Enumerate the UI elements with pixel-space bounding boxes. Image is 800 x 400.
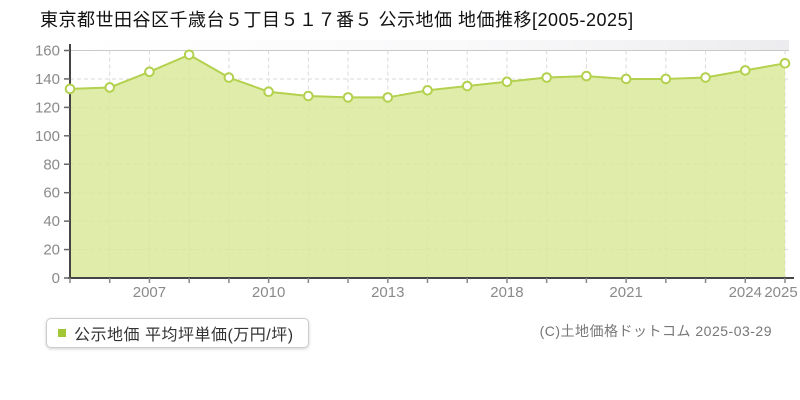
x-tick-label: 2021 — [609, 284, 642, 301]
data-point-marker — [501, 76, 513, 88]
data-point-marker — [779, 57, 791, 69]
copyright-text: (C)土地価格ドットコム 2025-03-29 — [539, 323, 772, 339]
data-point-marker — [64, 83, 76, 95]
data-point-marker — [104, 82, 116, 93]
x-tick-label: 2025 — [764, 284, 797, 301]
data-point-marker — [303, 90, 314, 102]
data-point-marker — [382, 92, 394, 103]
data-point-marker — [620, 73, 632, 85]
price-trend-chart: 0 20 40 60 80 100 120 140 160 2007 2010 2013 2018 202… — [35, 40, 798, 301]
y-tick-label: 60 — [43, 185, 60, 202]
page-title: 東京都世田谷区千歳台５丁目５１７番５ 公示地価 地価推移[2005-2025] — [40, 10, 634, 30]
x-tick-label: 2013 — [371, 284, 404, 301]
y-tick-label: 80 — [43, 156, 60, 173]
data-point-marker — [422, 85, 433, 96]
legend-box: 公示地価 平均坪単価(万円/坪) — [46, 318, 309, 348]
data-point-marker — [342, 92, 354, 103]
data-point-marker — [739, 65, 751, 76]
data-point-marker — [183, 49, 195, 61]
legend-marker-icon — [58, 329, 66, 337]
y-tick-label: 100 — [35, 128, 60, 145]
x-tick-label: 2024 — [729, 284, 762, 301]
y-tick-label: 0 — [52, 270, 60, 287]
data-point-marker — [700, 72, 711, 83]
data-point-marker — [461, 80, 473, 92]
plot-top-shade — [70, 40, 789, 51]
x-tick-label: 2018 — [490, 284, 523, 301]
y-tick-label: 20 — [43, 242, 60, 259]
legend-label: 公示地価 平均坪単価(万円/坪) — [74, 327, 294, 344]
x-tick-label: 2007 — [133, 284, 166, 301]
y-tick-label: 120 — [35, 99, 60, 116]
data-point-marker — [263, 86, 274, 98]
y-tick-label: 160 — [35, 43, 60, 60]
data-point-marker — [144, 66, 155, 78]
data-point-marker — [223, 72, 235, 83]
data-point-marker — [541, 72, 552, 83]
area-fill — [70, 54, 785, 278]
data-point-marker — [581, 70, 592, 82]
y-tick-label: 140 — [35, 71, 60, 88]
y-tick-label: 40 — [43, 213, 60, 230]
x-tick-label: 2010 — [252, 284, 285, 301]
data-point-marker — [660, 73, 672, 85]
